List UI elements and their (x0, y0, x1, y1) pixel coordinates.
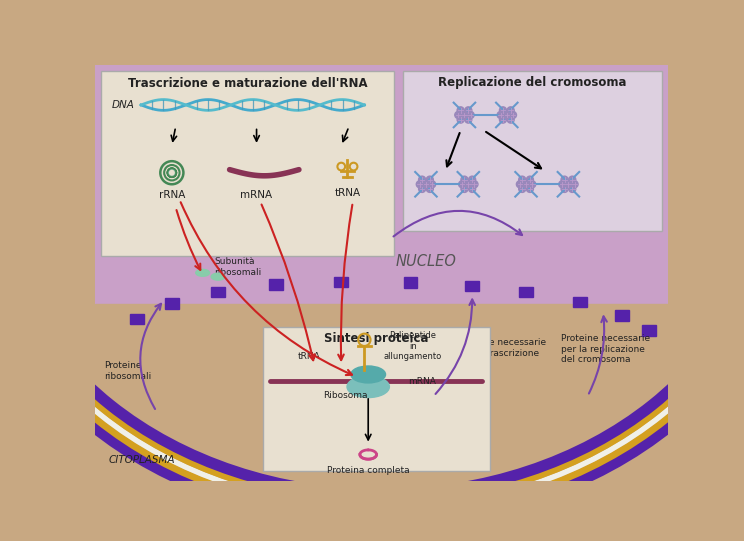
Text: mRNA: mRNA (240, 190, 272, 200)
Circle shape (429, 181, 436, 188)
FancyBboxPatch shape (615, 310, 629, 321)
Text: tRNA: tRNA (334, 188, 361, 198)
Text: Proteina completa: Proteina completa (327, 466, 409, 475)
Circle shape (503, 111, 510, 118)
Circle shape (457, 116, 464, 123)
Ellipse shape (4, 0, 744, 489)
Circle shape (461, 186, 468, 193)
Ellipse shape (0, 0, 744, 521)
Text: Sintesi proteica: Sintesi proteica (324, 332, 429, 345)
Text: mRNA: mRNA (408, 378, 436, 386)
Ellipse shape (351, 366, 385, 383)
Circle shape (571, 181, 578, 188)
Ellipse shape (0, 0, 744, 502)
Circle shape (561, 176, 568, 183)
Circle shape (426, 186, 433, 193)
FancyBboxPatch shape (101, 71, 394, 256)
Circle shape (419, 186, 426, 193)
Text: Replicazione del cromosoma: Replicazione del cromosoma (438, 76, 626, 89)
Circle shape (568, 176, 576, 183)
FancyBboxPatch shape (642, 325, 656, 336)
Circle shape (469, 176, 475, 183)
Circle shape (465, 181, 472, 188)
FancyBboxPatch shape (465, 281, 479, 291)
Circle shape (467, 111, 474, 118)
Circle shape (527, 176, 533, 183)
Text: tRNA: tRNA (298, 352, 321, 361)
Text: Proteine
ribosomali: Proteine ribosomali (104, 361, 151, 381)
Circle shape (519, 186, 526, 193)
Circle shape (568, 186, 576, 193)
Ellipse shape (4, 0, 744, 489)
Text: NUCLEO: NUCLEO (396, 254, 456, 269)
Circle shape (469, 186, 475, 193)
Circle shape (455, 111, 462, 118)
Circle shape (565, 181, 572, 188)
FancyBboxPatch shape (403, 71, 661, 231)
Circle shape (559, 181, 565, 188)
Text: Trascrizione e maturazione dell'RNA: Trascrizione e maturazione dell'RNA (127, 77, 367, 90)
Ellipse shape (211, 273, 225, 280)
Circle shape (519, 176, 526, 183)
Text: Ribosoma: Ribosoma (323, 391, 368, 400)
Circle shape (522, 181, 530, 188)
FancyBboxPatch shape (519, 287, 533, 298)
Circle shape (417, 181, 423, 188)
Circle shape (507, 107, 514, 114)
Ellipse shape (0, 0, 744, 514)
FancyBboxPatch shape (404, 278, 417, 288)
Circle shape (507, 116, 514, 123)
Circle shape (461, 111, 468, 118)
FancyBboxPatch shape (130, 314, 144, 325)
Circle shape (499, 107, 507, 114)
FancyBboxPatch shape (334, 276, 348, 287)
Text: DNA: DNA (112, 100, 135, 110)
Circle shape (458, 181, 466, 188)
FancyBboxPatch shape (263, 327, 490, 471)
FancyBboxPatch shape (573, 296, 587, 307)
FancyBboxPatch shape (269, 279, 283, 290)
Text: rRNA: rRNA (158, 190, 185, 200)
Ellipse shape (196, 269, 210, 276)
Bar (95, 304, 668, 481)
Text: CITOPLASMA: CITOPLASMA (109, 456, 176, 465)
Circle shape (561, 186, 568, 193)
Circle shape (527, 186, 533, 193)
Circle shape (423, 181, 429, 188)
Circle shape (419, 176, 426, 183)
Ellipse shape (347, 376, 389, 398)
Circle shape (426, 176, 433, 183)
Circle shape (461, 176, 468, 183)
Text: Proteine necessarie
per la trascrizione: Proteine necessarie per la trascrizione (457, 338, 546, 358)
Text: Proteine necessarie
per la replicazione
del cromosoma: Proteine necessarie per la replicazione … (561, 334, 650, 364)
Circle shape (529, 181, 536, 188)
Circle shape (457, 107, 464, 114)
Circle shape (465, 116, 472, 123)
Circle shape (516, 181, 524, 188)
Circle shape (499, 116, 507, 123)
FancyBboxPatch shape (211, 287, 225, 298)
Circle shape (471, 181, 478, 188)
Circle shape (465, 107, 472, 114)
Ellipse shape (0, 0, 744, 509)
Text: Polipeptide
in
allungamento: Polipeptide in allungamento (384, 331, 442, 361)
Ellipse shape (0, 0, 744, 496)
Text: Subunità
ribosomali: Subunità ribosomali (214, 258, 261, 277)
Circle shape (497, 111, 504, 118)
Circle shape (510, 111, 516, 118)
FancyBboxPatch shape (165, 298, 179, 309)
Ellipse shape (0, 0, 744, 496)
